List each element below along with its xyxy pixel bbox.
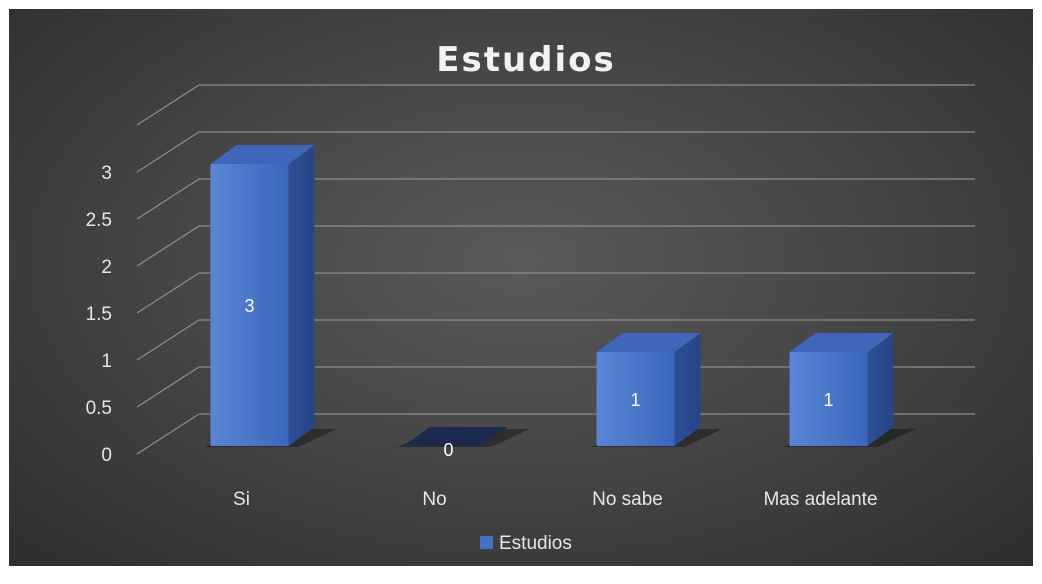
bar-side (288, 145, 315, 446)
bar-top (210, 145, 315, 164)
x-category-label: No sabe (592, 489, 663, 510)
y-tick-label: 0 (101, 445, 112, 466)
bar-front (210, 164, 289, 446)
x-axis-categories: Si No No sabe Mas adelante (233, 489, 877, 510)
y-tick-label: 1 (101, 351, 112, 372)
bar-side (674, 333, 701, 446)
bars (210, 145, 894, 446)
y-axis-ticks: 0 0.5 1 1.5 2 2.5 3 (86, 163, 112, 466)
x-category-label: Si (233, 489, 250, 510)
y-tick-label: 1.5 (86, 304, 112, 325)
gridline-depth (136, 178, 200, 220)
legend-swatch (480, 536, 493, 549)
gridline-depth (136, 413, 200, 455)
bar-front (596, 352, 675, 446)
chart-frame: Estudios 0 0.5 1 1.5 2 2.5 3 3 0 1 1 Si No No sabe M… (9, 9, 1033, 566)
y-tick-label: 3 (101, 163, 112, 184)
legend: Estudios (480, 533, 572, 554)
data-labels: 3 0 1 1 (244, 296, 833, 460)
y-tick-label: 2 (101, 257, 112, 278)
bar-top (789, 333, 894, 352)
gridline-depth (136, 225, 200, 267)
gridline-depth (136, 272, 200, 314)
bar-zero (403, 427, 508, 446)
gridline-depth (136, 84, 200, 126)
bar-side (867, 333, 894, 446)
data-label: 3 (244, 296, 254, 316)
y-tick-label: 0.5 (86, 398, 112, 419)
gridline-depth (136, 366, 200, 408)
x-category-label: No (422, 489, 446, 510)
bar-top (596, 333, 701, 352)
bar-front (789, 352, 868, 446)
y-tick-label: 2.5 (86, 210, 112, 231)
gridlines (136, 84, 975, 455)
gridline-depth (136, 319, 200, 361)
chart-title: Estudios (436, 40, 616, 80)
data-label: 1 (823, 390, 833, 410)
data-label: 1 (630, 390, 640, 410)
chart-svg: Estudios 0 0.5 1 1.5 2 2.5 3 3 0 1 1 Si No No sabe M… (86, 40, 975, 554)
legend-label: Estudios (499, 533, 572, 554)
x-category-label: Mas adelante (763, 489, 877, 510)
data-label: 0 (443, 440, 453, 460)
gridline-depth (136, 131, 200, 173)
